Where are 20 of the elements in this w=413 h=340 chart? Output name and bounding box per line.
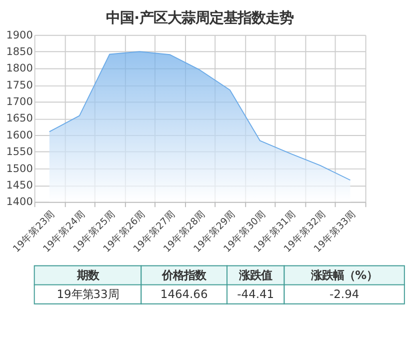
y-tick-label: 1450 — [6, 179, 33, 192]
text: 1464.66 — [160, 287, 208, 302]
y-tick-label: 1700 — [6, 96, 33, 108]
y-tick-label: 1550 — [6, 146, 33, 158]
y-tick-label: 1850 — [6, 46, 33, 58]
text: 涨跌幅（%） — [310, 268, 378, 282]
text: 涨跌值 — [238, 268, 272, 282]
text: 19年第33周 — [56, 287, 119, 302]
text: -44.41 — [237, 287, 274, 302]
y-tick-label: 1600 — [6, 129, 33, 142]
y-tick-label: 1650 — [6, 112, 33, 125]
y-tick-label: 1900 — [6, 29, 33, 42]
text: 价格指数 — [161, 268, 208, 282]
chart-title: 中国·产区大蒜周定基指数走势 — [106, 10, 294, 27]
y-tick-label: 1400 — [6, 196, 33, 208]
text: -2.94 — [330, 287, 360, 302]
y-tick-label: 1500 — [6, 162, 33, 175]
y-tick-label: 1800 — [6, 62, 33, 75]
y-tick-label: 1750 — [6, 79, 33, 92]
text: 期数 — [76, 268, 100, 282]
